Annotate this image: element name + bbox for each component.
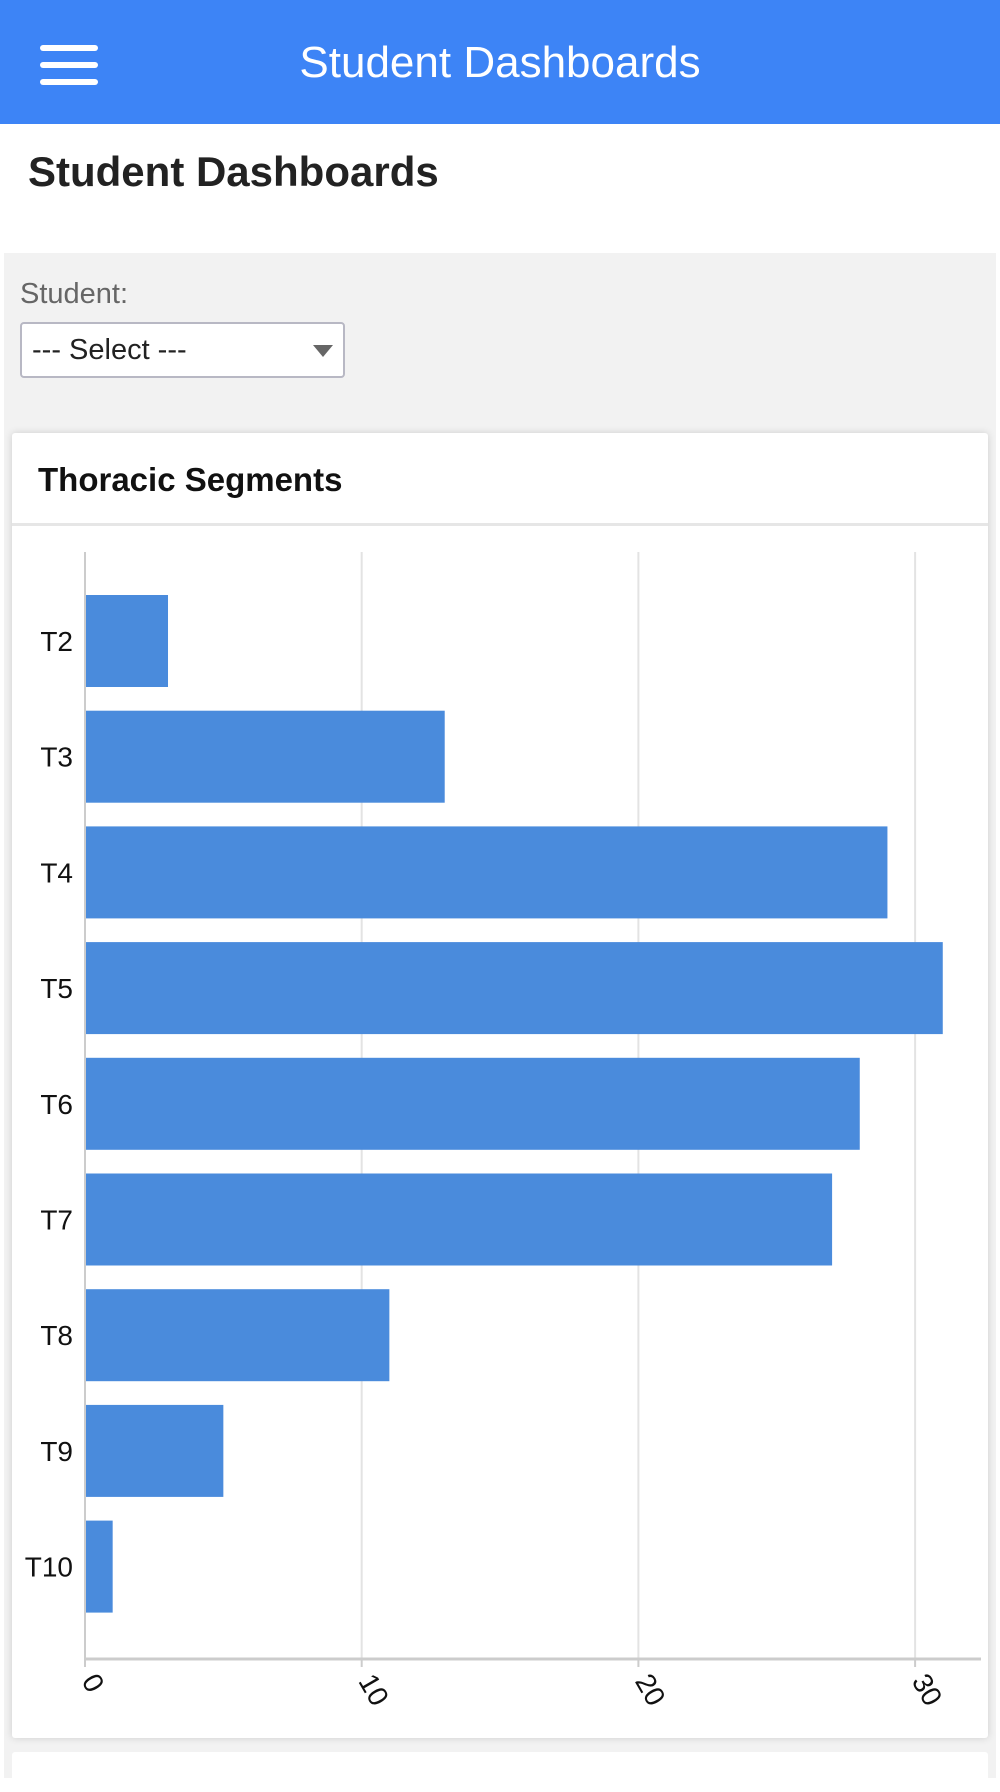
y-tick-label: T9 bbox=[40, 1436, 73, 1467]
student-select-value: --- Select --- bbox=[32, 334, 187, 366]
bar-t9 bbox=[86, 1404, 224, 1497]
y-tick-label: T2 bbox=[40, 626, 73, 657]
student-label: Student: bbox=[20, 278, 129, 310]
bar-t5 bbox=[86, 942, 943, 1035]
page-title: Student Dashboards bbox=[28, 148, 439, 195]
hamburger-menu-button[interactable] bbox=[40, 45, 98, 85]
card-title: Thoracic Segments bbox=[38, 461, 343, 498]
student-select[interactable]: --- Select --- bbox=[20, 322, 345, 378]
y-tick-label: T3 bbox=[40, 742, 73, 773]
bar-t10 bbox=[86, 1520, 113, 1613]
bar-t6 bbox=[86, 1057, 860, 1150]
bar-chart: 0 10 20 30 T2 T3 T4 T5 T6 T7 T8 T9 T10 bbox=[25, 552, 981, 1711]
x-tick-label: 0 bbox=[76, 1669, 111, 1698]
chevron-down-icon bbox=[313, 345, 333, 357]
hamburger-icon bbox=[40, 45, 98, 51]
bar-t2 bbox=[86, 595, 169, 687]
app-title: Student Dashboards bbox=[299, 38, 701, 87]
bar-t7 bbox=[86, 1173, 833, 1266]
next-card bbox=[12, 1752, 988, 1792]
bar-t3 bbox=[86, 710, 445, 803]
thoracic-segments-card: Thoracic Segments 0 10 20 30 T2 T3 T4 T5 T6 T7 T8 T… bbox=[12, 433, 988, 1738]
y-tick-label: T6 bbox=[40, 1089, 73, 1120]
hamburger-icon-line bbox=[40, 79, 98, 85]
y-tick-label: T8 bbox=[40, 1320, 73, 1351]
bar-t4 bbox=[86, 826, 888, 919]
y-tick-label: T10 bbox=[25, 1552, 73, 1583]
top-app-bar: Student Dashboards bbox=[0, 0, 1000, 124]
y-tick-label: T5 bbox=[40, 973, 73, 1004]
y-tick-label: T7 bbox=[40, 1205, 73, 1236]
x-tick-label: 10 bbox=[353, 1669, 395, 1711]
y-tick-label: T4 bbox=[40, 857, 73, 888]
bar-t8 bbox=[86, 1289, 390, 1382]
x-tick-label: 20 bbox=[629, 1669, 671, 1711]
x-tick-label: 30 bbox=[906, 1669, 948, 1711]
hamburger-icon-line bbox=[40, 62, 98, 68]
card-header: Thoracic Segments bbox=[12, 433, 988, 526]
